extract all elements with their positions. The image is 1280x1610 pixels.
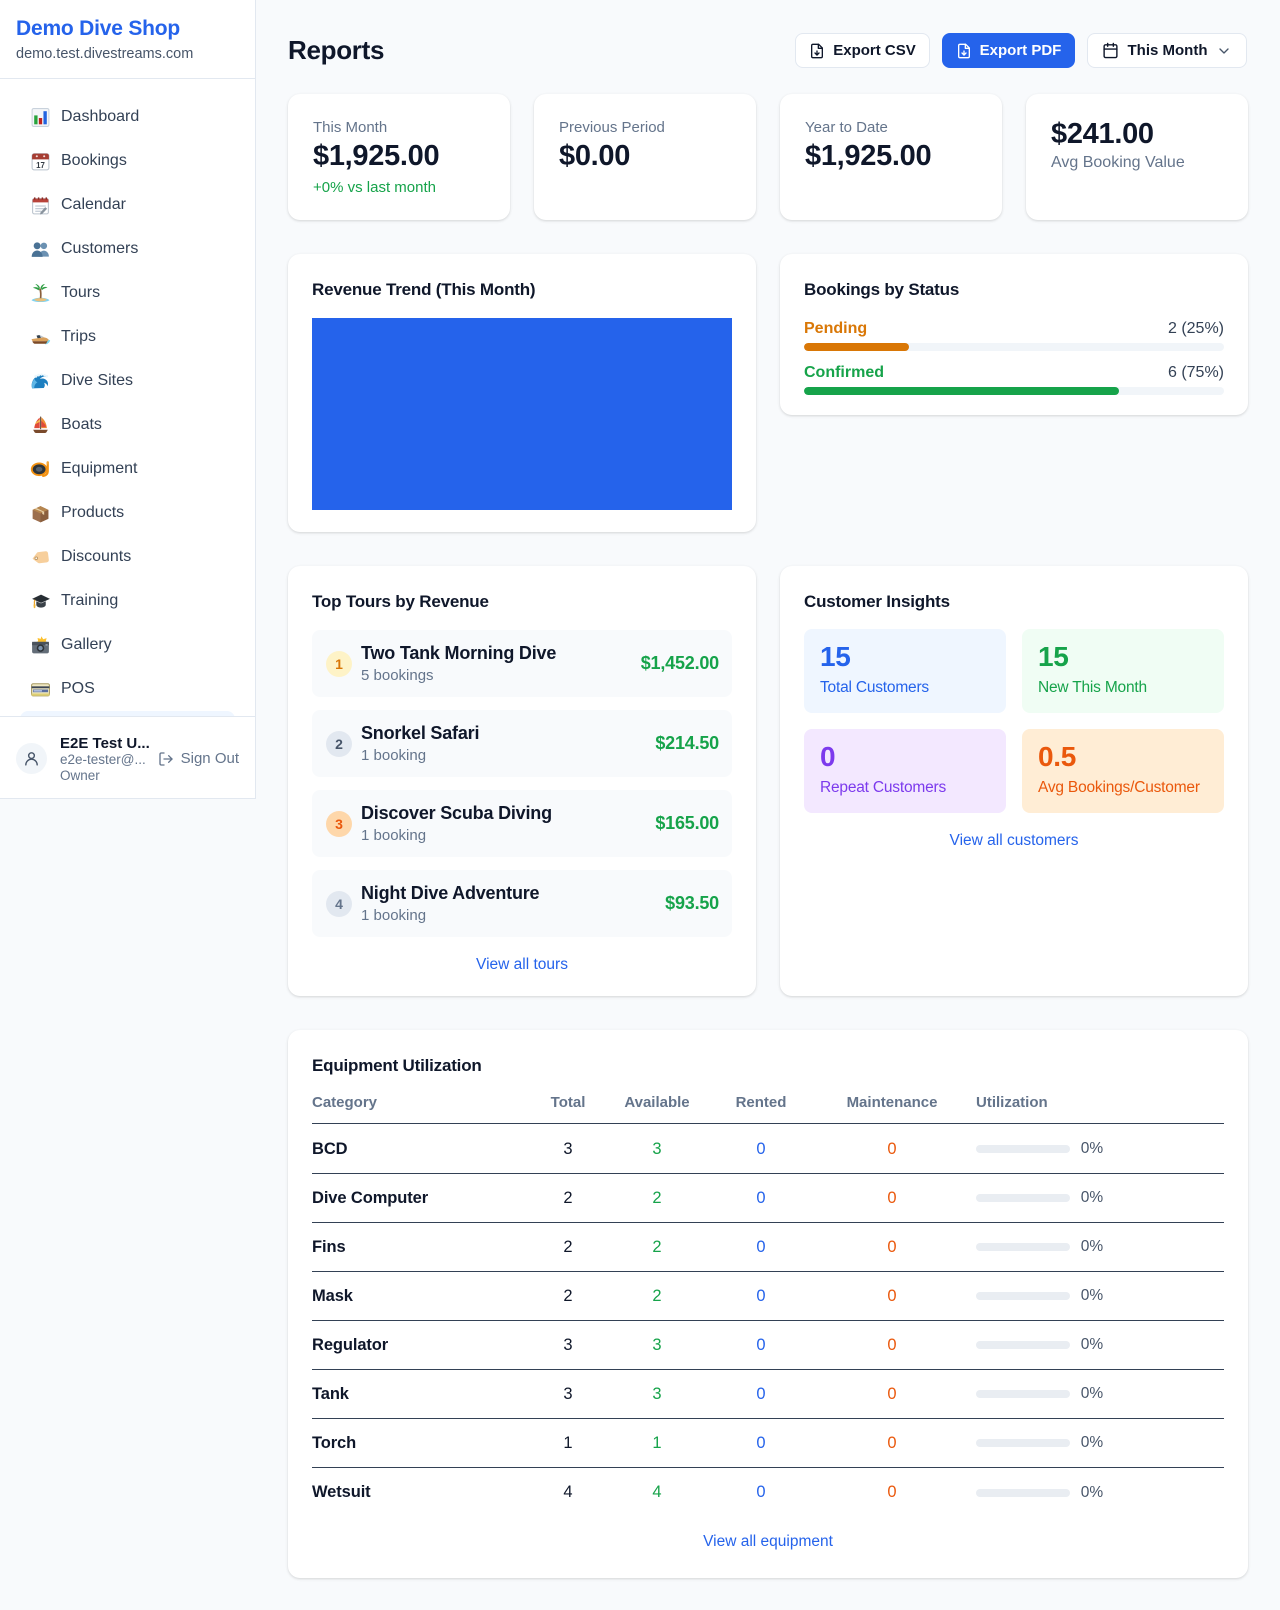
svg-text:17: 17 <box>36 160 45 169</box>
